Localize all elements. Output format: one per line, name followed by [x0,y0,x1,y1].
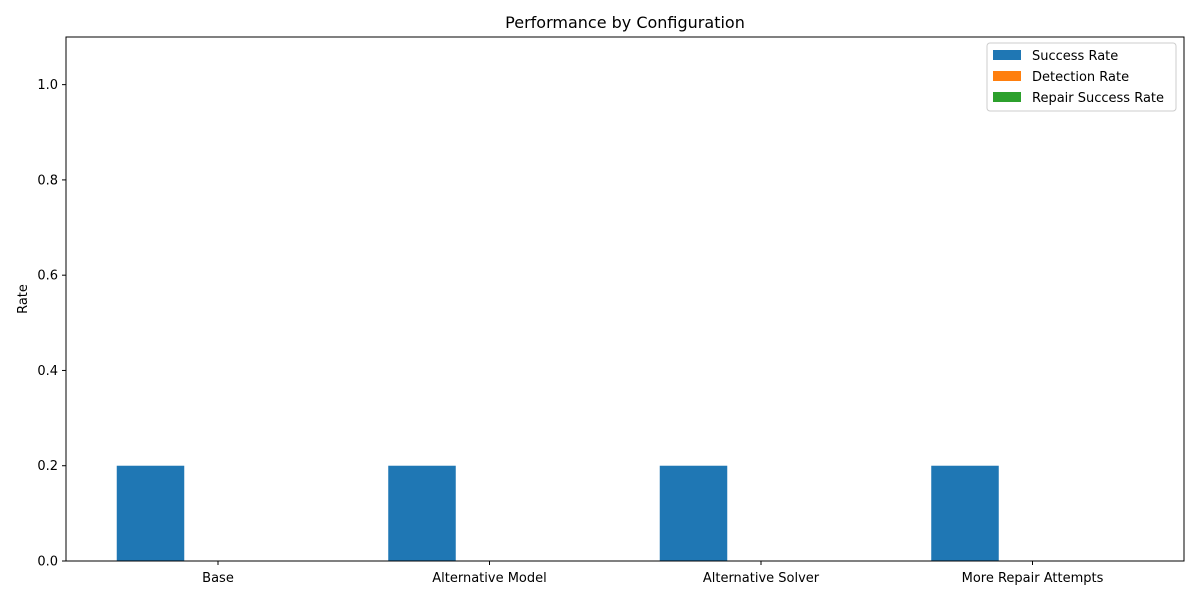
legend-swatch [993,71,1021,81]
legend-swatch [993,50,1021,60]
y-tick-label: 0.0 [37,555,58,570]
y-tick-label: 1.0 [37,78,58,93]
y-axis-label: Rate [16,284,31,314]
x-tick-label: More Repair Attempts [962,571,1104,586]
chart-title: Performance by Configuration [505,13,745,32]
legend-label: Repair Success Rate [1032,91,1164,106]
legend: Success Rate Detection Rate Repair Success… [986,42,1177,112]
y-tick-label: 0.4 [37,364,58,379]
legend-label: Success Rate [1032,49,1118,64]
y-tick-label: 0.2 [37,459,58,474]
y-axis-ticks: 0.0 0.2 0.4 0.6 0.8 1.0 [37,78,66,570]
y-tick-label: 0.6 [37,269,58,284]
legend-box [986,42,1177,112]
bar-success-rate [931,465,999,561]
x-tick-label: Alternative Model [432,571,547,586]
y-tick-label: 0.8 [37,173,58,188]
legend-label: Detection Rate [1032,70,1129,85]
bar-success-rate [388,465,456,561]
legend-swatch [993,92,1021,102]
bars-group [116,465,999,561]
plot-frame [65,36,1185,562]
x-axis-ticks: Base Alternative Model Alternative Solver M… [202,561,1104,586]
bar-success-rate [116,465,185,561]
bar-success-rate [659,465,728,561]
x-tick-label: Base [202,571,234,586]
x-tick-label: Alternative Solver [703,571,820,586]
